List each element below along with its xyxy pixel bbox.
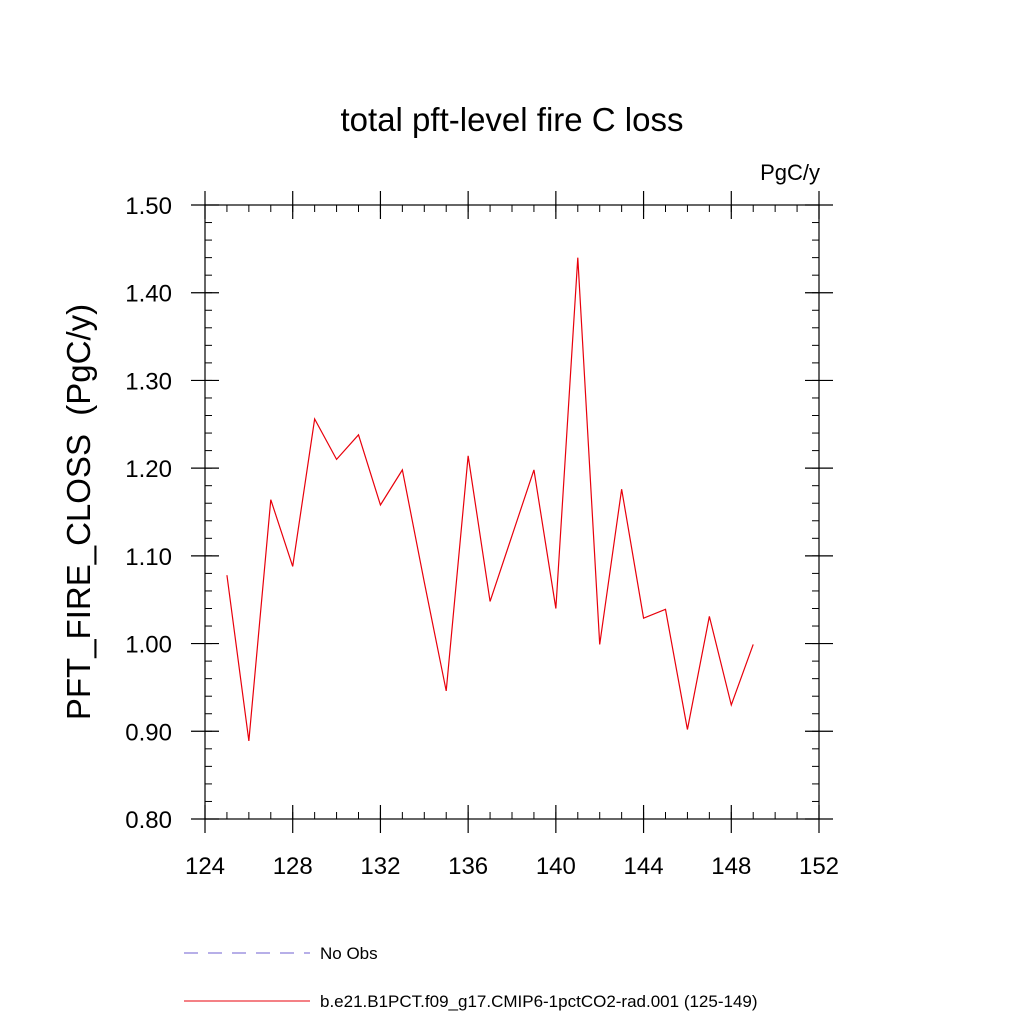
- y-axis-label: PFT_FIRE_CLOSS (PgC/y): [60, 304, 97, 720]
- y-tick-label: 1.00: [125, 632, 172, 659]
- y-tick-label: 1.20: [125, 456, 172, 483]
- y-tick-labels: 0.80 0.90 1.00 1.10 1.20 1.30 1.40 1.50: [125, 193, 172, 834]
- y-tick-label: 1.50: [125, 193, 172, 220]
- legend-label-no-obs: No Obs: [320, 944, 378, 963]
- x-tick-label: 132: [360, 853, 400, 880]
- x-tick-label: 128: [273, 853, 313, 880]
- y-tick-label: 0.90: [125, 719, 172, 746]
- plot-frame: [204, 204, 820, 820]
- x-tick-label: 148: [711, 853, 751, 880]
- chart-title: total pft-level fire C loss: [341, 101, 684, 138]
- series-line: [226, 257, 754, 742]
- x-tick-label: 124: [185, 853, 225, 880]
- y-tick-label: 0.80: [125, 807, 172, 834]
- x-tick-label: 140: [536, 853, 576, 880]
- units-label: PgC/y: [760, 160, 820, 185]
- y-tick-label: 1.30: [125, 368, 172, 395]
- y-tick-label: 1.10: [125, 544, 172, 571]
- y-tick-label: 1.40: [125, 281, 172, 308]
- x-tick-label: 144: [624, 853, 664, 880]
- legend-label-model-run: b.e21.B1PCT.f09_g17.CMIP6-1pctCO2-rad.00…: [320, 992, 758, 1011]
- x-tick-label: 152: [799, 853, 839, 880]
- x-tick-label: 136: [448, 853, 488, 880]
- axis-ticks: [191, 191, 833, 833]
- data-series: [226, 257, 754, 742]
- legend: No Obs b.e21.B1PCT.f09_g17.CMIP6-1pctCO2…: [184, 944, 758, 1011]
- x-tick-labels: 124 128 132 136 140 144 148 152: [185, 853, 839, 880]
